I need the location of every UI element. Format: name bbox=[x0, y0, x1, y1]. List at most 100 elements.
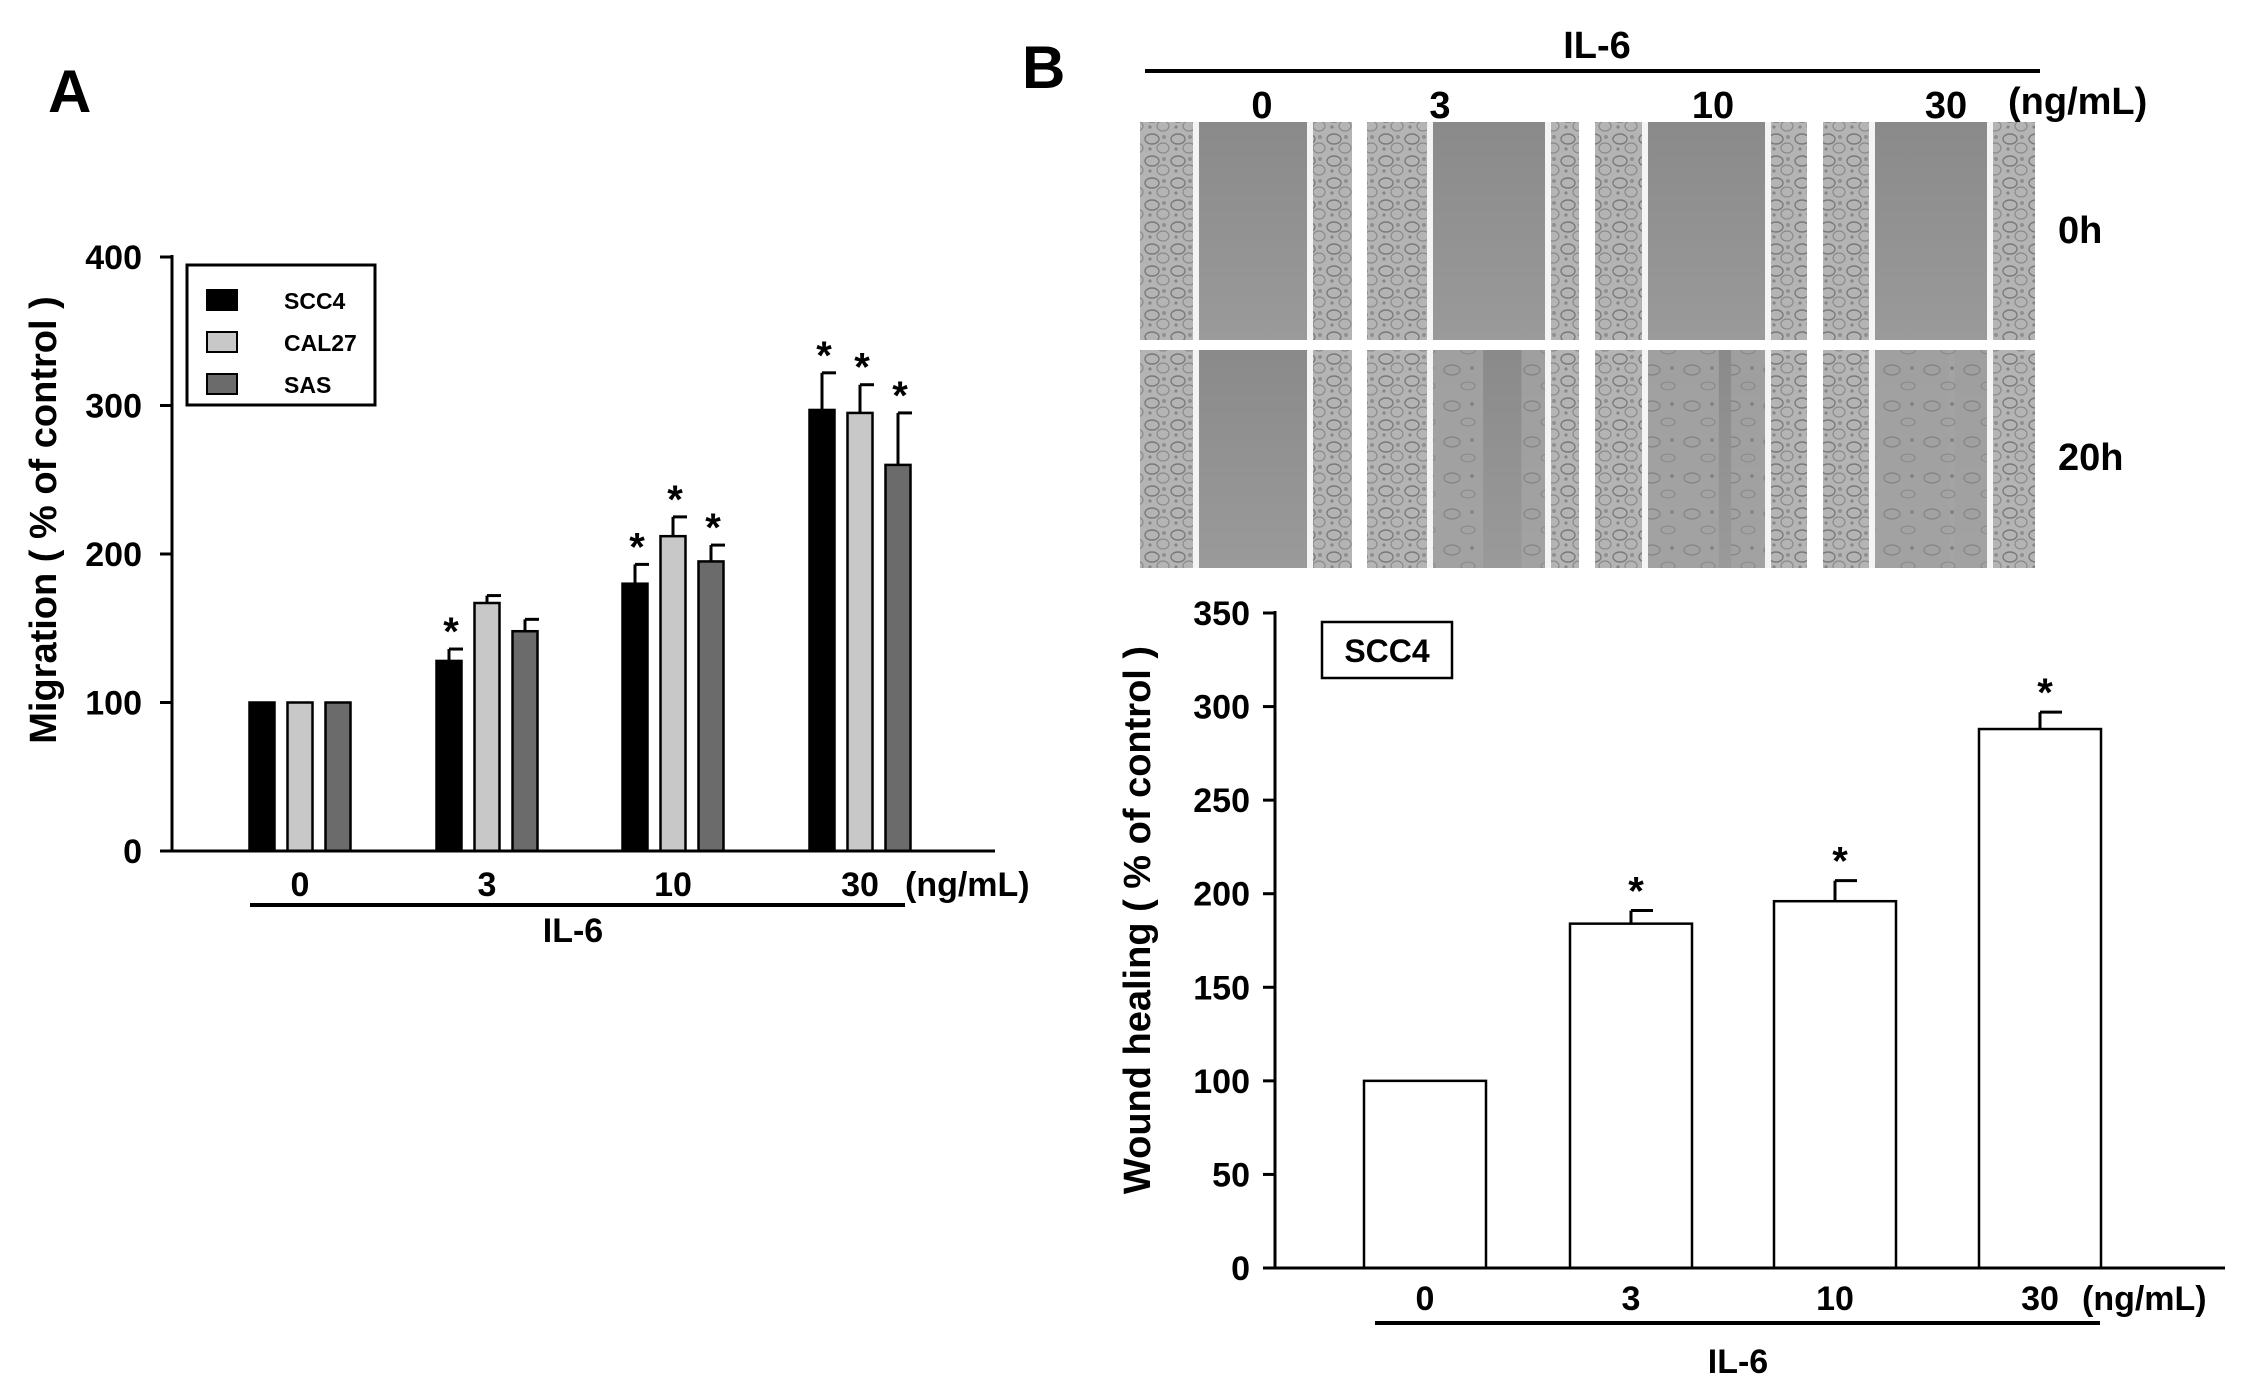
legend-label-scc4: SCC4 bbox=[284, 288, 346, 314]
micrograph-grid bbox=[1140, 122, 2035, 568]
migration-significance-mark: * bbox=[443, 610, 459, 654]
micrograph-migrated-cells bbox=[1731, 350, 1768, 568]
migration-x-tick-label: 10 bbox=[654, 866, 692, 904]
wound-cell-line-box bbox=[1320, 620, 1454, 680]
wound-x-tick-label: 30 bbox=[2021, 1280, 2059, 1318]
wound-y-ticks: 0 50 100 150 200 250 300 350 bbox=[1193, 595, 1275, 1288]
micrograph-migrated-cells bbox=[1872, 350, 1955, 568]
micrograph-wound-gap bbox=[1196, 350, 1310, 568]
micrograph-20h-1 bbox=[1367, 350, 1579, 568]
micrograph-wound-gap bbox=[1196, 122, 1310, 340]
wound-x-tick-label: 0 bbox=[1416, 1280, 1435, 1318]
micrograph-20h-2 bbox=[1595, 350, 1807, 568]
wound-significance-mark: * bbox=[1832, 840, 1848, 884]
migration-bar-sas bbox=[324, 701, 352, 853]
micrograph-wound-edge bbox=[1545, 122, 1551, 340]
wound-x-tick-label: 3 bbox=[1622, 1280, 1641, 1318]
legend-swatch-sas bbox=[206, 373, 238, 395]
migration-bar-sas bbox=[884, 463, 912, 853]
micrograph-0h-1 bbox=[1367, 122, 1579, 340]
micrograph-wound-edge bbox=[1987, 350, 1993, 568]
micrograph-wound-edge bbox=[1307, 350, 1313, 568]
micrograph-wound-edge bbox=[1307, 122, 1313, 340]
migration-bar-sas bbox=[697, 560, 725, 853]
micrograph-wound-edge bbox=[1545, 350, 1551, 568]
micrograph-20h-3 bbox=[1823, 350, 2035, 568]
migration-x-tick-label: 3 bbox=[478, 866, 497, 904]
migration-x-tick-label: 30 bbox=[841, 866, 879, 904]
migration-significance-mark: * bbox=[705, 506, 721, 550]
migration-chart: Migration ( % of control ) 0100200300400… bbox=[23, 239, 1030, 950]
wound-bar bbox=[1977, 727, 2103, 1270]
migration-significance-mark: * bbox=[892, 374, 908, 418]
micrograph-wound-edge bbox=[1427, 122, 1433, 340]
micrograph-conc-10: 10 bbox=[1692, 85, 1734, 127]
migration-significance-mark: * bbox=[854, 346, 870, 390]
micrograph-conc-30: 30 bbox=[1925, 85, 1967, 127]
migration-bar-scc4 bbox=[808, 408, 836, 853]
micrograph-wound-gap bbox=[1430, 122, 1548, 340]
migration-y-tick-label: 300 bbox=[85, 388, 142, 426]
wound-y-tick-label: 200 bbox=[1193, 876, 1250, 914]
wound-y-tick-label: 50 bbox=[1212, 1156, 1250, 1194]
micrograph-row-0h: 0h bbox=[2058, 210, 2102, 252]
micrograph-wound-edge bbox=[1765, 350, 1771, 568]
micrograph-0h-0 bbox=[1140, 122, 1352, 340]
micrograph-migrated-cells bbox=[1521, 350, 1548, 568]
migration-y-axis-title: Migration ( % of control ) bbox=[23, 296, 65, 744]
wound-y-tick-label: 0 bbox=[1231, 1250, 1250, 1288]
migration-bar-scc4 bbox=[248, 701, 276, 853]
micrograph-wound-edge bbox=[1642, 350, 1648, 568]
micrograph-wound-edge bbox=[1427, 350, 1433, 568]
micrograph-wound-edge bbox=[1642, 122, 1648, 340]
wound-bar bbox=[1362, 1079, 1488, 1270]
migration-bar-scc4 bbox=[621, 582, 649, 853]
micrograph-wound-gap bbox=[1645, 122, 1768, 340]
micrograph-wound-edge bbox=[1193, 350, 1199, 568]
legend-label-cal27: CAL27 bbox=[284, 330, 357, 356]
wound-y-axis-title: Wound healing ( % of control ) bbox=[1117, 646, 1159, 1194]
micrograph-conc-3: 3 bbox=[1429, 85, 1450, 127]
legend-label-sas: SAS bbox=[284, 372, 331, 398]
micrograph-wound-edge bbox=[1193, 122, 1199, 340]
wound-x-axis-title: IL-6 bbox=[1708, 1343, 1768, 1381]
migration-legend: SCC4 CAL27 SAS bbox=[185, 263, 377, 407]
migration-bars: * * * * * * * bbox=[248, 334, 912, 853]
wound-y-tick-label: 350 bbox=[1193, 595, 1250, 633]
migration-bar-sas bbox=[511, 629, 539, 853]
migration-bar-cal27 bbox=[286, 701, 314, 853]
wound-bar bbox=[1568, 922, 1694, 1270]
micrograph-0h-3 bbox=[1823, 122, 2035, 340]
migration-bar-cal27 bbox=[846, 411, 874, 853]
wound-x-ticks: 0 3 10 30 bbox=[1416, 1280, 2059, 1318]
micrograph-migrated-cells bbox=[1430, 350, 1484, 568]
wound-bar bbox=[1772, 899, 1898, 1270]
migration-y-tick-label: 200 bbox=[85, 536, 142, 574]
micrograph-wound-edge bbox=[1869, 122, 1875, 340]
wound-healing-chart: Wound healing ( % of control ) 050100150… bbox=[1117, 595, 2225, 1381]
wound-y-tick-label: 150 bbox=[1193, 969, 1250, 1007]
micrograph-unit: (ng/mL) bbox=[2008, 81, 2147, 123]
migration-x-ticks: 0 3 10 30 bbox=[291, 866, 879, 904]
migration-unit-label: (ng/mL) bbox=[905, 866, 1030, 904]
wound-y-tick-label: 300 bbox=[1193, 689, 1250, 727]
migration-bar-cal27 bbox=[473, 601, 501, 853]
wound-bars: * * * bbox=[1362, 671, 2103, 1270]
wound-significance-mark: * bbox=[2037, 671, 2053, 715]
migration-bar-cal27 bbox=[659, 534, 687, 853]
micrograph-20h-0 bbox=[1140, 350, 1352, 568]
wound-y-tick-label: 250 bbox=[1193, 782, 1250, 820]
migration-bar-scc4 bbox=[435, 659, 463, 853]
migration-significance-mark: * bbox=[629, 525, 645, 569]
micrograph-wound-edge bbox=[1987, 122, 1993, 340]
migration-x-tick-label: 0 bbox=[291, 866, 310, 904]
migration-significance-mark: * bbox=[816, 334, 832, 378]
micrograph-0h-2 bbox=[1595, 122, 1807, 340]
legend-swatch-cal27 bbox=[206, 331, 238, 353]
wound-x-tick-label: 10 bbox=[1816, 1280, 1854, 1318]
micrograph-conc-0: 0 bbox=[1251, 85, 1272, 127]
panel-a-letter: A bbox=[48, 58, 91, 125]
panel-b-letter: B bbox=[1022, 34, 1065, 101]
wound-micrographs: IL-6 0 3 10 30 (ng/mL) 0h 20h bbox=[1140, 25, 2147, 568]
